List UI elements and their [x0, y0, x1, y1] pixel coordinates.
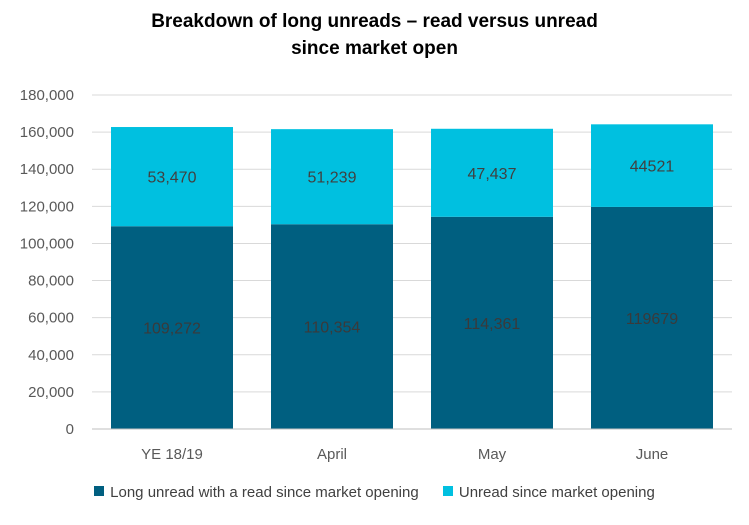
data-label-read-0: 109,272 [143, 321, 201, 338]
data-label-read-2: 114,361 [464, 316, 521, 333]
data-label-unread-0: 53,470 [148, 170, 197, 187]
data-label-read-3: 119679 [626, 311, 678, 328]
bar-unread-0 [111, 127, 233, 227]
data-label-unread-3: 44521 [630, 159, 675, 176]
chart-title: Breakdown of long unreads – read versus … [0, 8, 749, 62]
chart-legend: Long unread with a read since market ope… [0, 484, 749, 501]
y-tick-label-5: 100,000 [20, 235, 74, 252]
legend-item-read: Long unread with a read since market ope… [94, 484, 419, 501]
x-tick-label-1: April [317, 446, 347, 463]
bar-unread-3 [591, 124, 713, 207]
x-tick-label-0: YE 18/19 [141, 446, 203, 463]
bar-read-2 [431, 216, 553, 429]
x-tick-label-2: May [478, 446, 507, 463]
bar-unread-1 [271, 129, 393, 225]
data-label-unread-1: 51,239 [308, 170, 357, 187]
y-tick-label-0: 0 [66, 421, 74, 438]
y-tick-label-3: 60,000 [28, 310, 74, 327]
x-tick-label-3: June [636, 446, 669, 463]
y-tick-label-6: 120,000 [20, 198, 74, 215]
legend-label-read: Long unread with a read since market ope… [110, 484, 419, 501]
legend-swatch-read [94, 486, 105, 496]
data-label-read-1: 110,354 [304, 320, 361, 337]
legend-item-unread: Unread since market opening [442, 484, 655, 501]
legend-label-unread: Unread since market opening [458, 484, 655, 501]
y-tick-label-1: 20,000 [28, 384, 74, 401]
chart-title-line-2: since market open [291, 38, 458, 59]
bar-unread-2 [431, 128, 553, 217]
bar-read-3 [591, 206, 713, 429]
y-tick-label-4: 80,000 [28, 273, 74, 290]
y-tick-label-8: 160,000 [20, 124, 74, 141]
chart-title-line-1: Breakdown of long unreads – read versus … [151, 11, 598, 32]
stacked-bar-chart: 0 20,000 40,000 60,000 80,000 100,000 120,000 1… [20, 87, 732, 463]
y-tick-label-9: 180,000 [20, 87, 74, 104]
bar-read-1 [271, 224, 393, 429]
data-label-unread-2: 47,437 [468, 166, 517, 183]
bar-read-0 [111, 226, 233, 429]
y-tick-label-7: 140,000 [20, 161, 74, 178]
legend-swatch-unread [442, 486, 453, 496]
y-tick-label-2: 40,000 [28, 347, 74, 364]
